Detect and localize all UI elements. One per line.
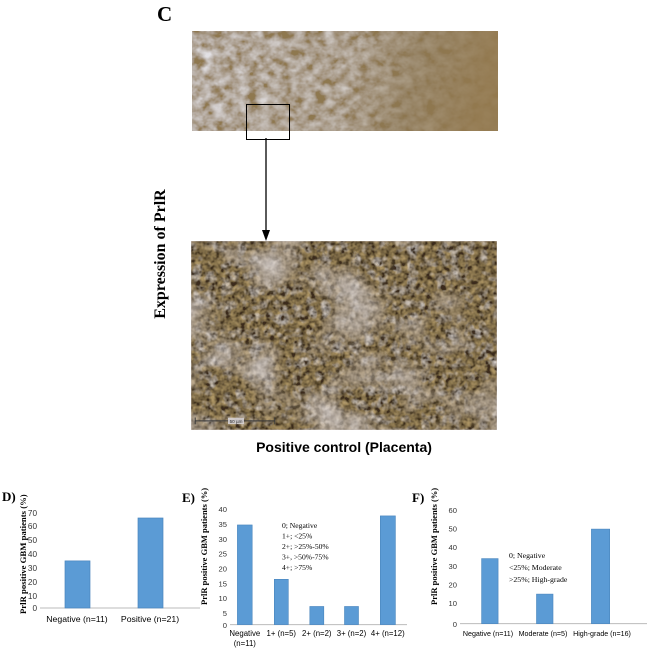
svg-text:Moderate (n=5): Moderate (n=5) [519, 630, 568, 638]
svg-text:Positive (n=21): Positive (n=21) [121, 614, 179, 624]
svg-text:10: 10 [219, 594, 227, 603]
svg-text:Negative (n=11): Negative (n=11) [46, 614, 108, 624]
svg-text:0: 0 [223, 621, 227, 630]
svg-text:Negative: Negative [229, 629, 260, 638]
svg-text:30: 30 [449, 562, 457, 571]
svg-text:1+ (n=5): 1+ (n=5) [267, 629, 297, 638]
svg-text:2+; >25%-50%: 2+; >25%-50% [282, 542, 329, 551]
svg-text:40: 40 [219, 505, 227, 514]
svg-text:0: 0 [32, 604, 37, 613]
svg-text:High-grade (n=16): High-grade (n=16) [573, 630, 631, 638]
svg-text:4+ (n=12): 4+ (n=12) [371, 629, 405, 638]
svg-text:20: 20 [219, 565, 227, 574]
svg-text:<25%; Moderate: <25%; Moderate [509, 563, 562, 572]
svg-text:25: 25 [219, 550, 227, 559]
svg-text:0: 0 [453, 620, 457, 629]
svg-text:4+; >75%: 4+; >75% [282, 563, 313, 572]
svg-text:2+ (n=2): 2+ (n=2) [302, 629, 332, 638]
svg-text:1+; <25%: 1+; <25% [282, 532, 313, 541]
svg-text:5: 5 [223, 609, 227, 618]
svg-text:50: 50 [449, 525, 457, 534]
svg-text:15: 15 [219, 579, 227, 588]
svg-text:10: 10 [449, 599, 457, 608]
svg-text:60: 60 [449, 506, 457, 515]
svg-text:3+, >50%-75%: 3+, >50%-75% [282, 553, 329, 562]
svg-text:0; Negative: 0; Negative [282, 521, 318, 530]
svg-text:(n=11): (n=11) [234, 639, 257, 648]
svg-text:0; Negative: 0; Negative [509, 551, 546, 560]
svg-text:Negative (n=11): Negative (n=11) [463, 630, 513, 638]
svg-text:50 µm: 50 µm [230, 419, 243, 424]
svg-text:40: 40 [449, 543, 457, 552]
svg-text:30: 30 [219, 535, 227, 544]
svg-text:3+ (n=2): 3+ (n=2) [337, 629, 367, 638]
svg-text:35: 35 [219, 520, 227, 529]
svg-text:>25%; High-grade: >25%; High-grade [509, 575, 568, 584]
svg-text:20: 20 [449, 581, 457, 590]
